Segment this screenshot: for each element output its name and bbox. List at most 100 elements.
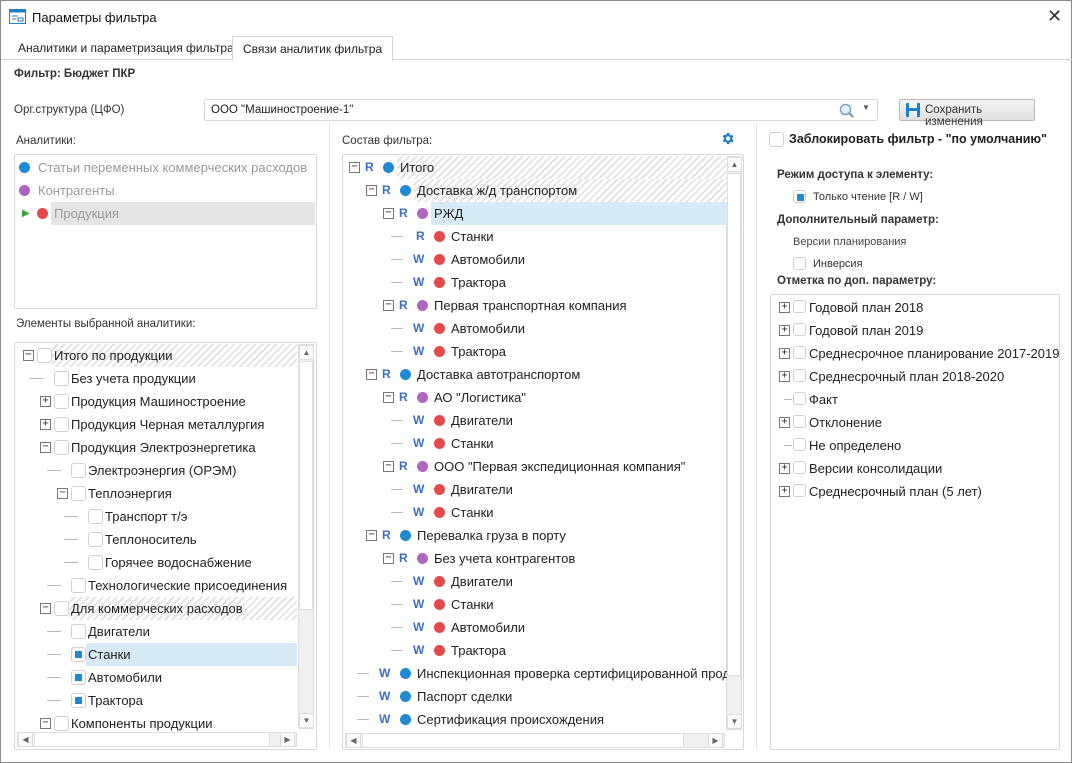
tree-row[interactable]: Горячее водоснабжение <box>15 551 297 574</box>
tree-row[interactable]: W Паспорт сделки <box>343 685 727 708</box>
tree-row[interactable]: W Трактора <box>343 639 727 662</box>
tab-analytics-parametrization[interactable]: Аналитики и параметризация фильтра <box>18 41 234 55</box>
collapse-icon[interactable]: − <box>349 162 360 173</box>
access-mode-r[interactable]: R <box>382 367 391 381</box>
scroll-down-button[interactable]: ▼ <box>727 714 742 729</box>
tab-analytics-links[interactable]: Связи аналитик фильтра <box>232 36 394 61</box>
gear-icon[interactable] <box>720 131 735 146</box>
tree-row[interactable]: Транспорт т/э <box>15 505 297 528</box>
scroll-right-button[interactable]: ▶ <box>280 732 295 747</box>
tree-row[interactable]: Электроэнергия (ОРЭМ) <box>15 459 297 482</box>
tree-row[interactable]: Без учета продукции <box>15 367 297 390</box>
checkbox[interactable] <box>54 394 69 409</box>
tree-row[interactable]: W Автомобили <box>343 317 727 340</box>
expand-icon[interactable]: + <box>779 417 790 428</box>
access-mode-w[interactable]: W <box>413 620 425 634</box>
access-mode-r[interactable]: R <box>365 160 374 174</box>
hscroll-thumb[interactable] <box>34 732 270 747</box>
access-mode-w[interactable]: W <box>413 321 425 335</box>
tree-row[interactable]: − R Доставка автотранспортом <box>343 363 727 386</box>
tree-row[interactable]: − R Итого <box>343 156 727 179</box>
checkbox[interactable] <box>54 440 69 455</box>
scroll-left-button[interactable]: ◀ <box>346 733 361 748</box>
hscroll-thumb[interactable] <box>362 733 684 748</box>
tree-row[interactable]: − R ООО "Первая экспедиционная компания" <box>343 455 727 478</box>
checkbox[interactable] <box>71 486 86 501</box>
checkbox[interactable] <box>71 670 86 685</box>
checkbox[interactable] <box>793 323 806 336</box>
analytics-item[interactable]: Контрагенты <box>15 179 316 202</box>
tree-row[interactable]: Технологические присоединения <box>15 574 297 597</box>
collapse-icon[interactable]: − <box>366 185 377 196</box>
tree-row[interactable]: W Двигатели <box>343 409 727 432</box>
save-changes-button[interactable]: Сохранить изменения <box>899 99 1035 128</box>
close-icon[interactable]: ✕ <box>1047 6 1063 26</box>
scroll-up-button[interactable]: ▲ <box>727 157 742 172</box>
expand-icon[interactable]: + <box>40 419 51 430</box>
tree-row[interactable]: − R АО "Логистика" <box>343 386 727 409</box>
expand-icon[interactable]: + <box>779 486 790 497</box>
collapse-icon[interactable]: − <box>23 350 34 361</box>
tree-row[interactable]: − Итого по продукции <box>15 344 297 367</box>
tree-row[interactable]: − R Доставка ж/д транспортом <box>343 179 727 202</box>
checkbox[interactable] <box>71 578 86 593</box>
scroll-left-button[interactable]: ◀ <box>18 732 33 747</box>
tree-row[interactable]: − R Без учета контрагентов <box>343 547 727 570</box>
collapse-icon[interactable]: − <box>383 553 394 564</box>
tree-row[interactable]: Факт <box>771 388 1059 411</box>
collapse-icon[interactable]: − <box>383 392 394 403</box>
tree-row[interactable]: − R РЖД <box>343 202 727 225</box>
tree-row[interactable]: R Станки <box>343 225 727 248</box>
collapse-icon[interactable]: − <box>40 603 51 614</box>
collapse-icon[interactable]: − <box>40 442 51 453</box>
tree-row[interactable]: + Среднесрочный план (5 лет) <box>771 480 1059 503</box>
org-structure-combo[interactable]: ООО "Машиностроение-1" ▼ <box>204 99 878 121</box>
checkbox[interactable] <box>71 693 86 708</box>
tree-row[interactable]: + Среднесрочный план 2018-2020 <box>771 365 1059 388</box>
checkbox[interactable] <box>793 346 806 359</box>
tree-row[interactable]: + Отклонение <box>771 411 1059 434</box>
checkbox[interactable] <box>54 417 69 432</box>
access-mode-w[interactable]: W <box>379 666 391 680</box>
access-mode-w[interactable]: W <box>379 712 391 726</box>
tree-row[interactable]: − R Перевалка груза в порту <box>343 524 727 547</box>
tree-row[interactable]: + Продукция Машиностроение <box>15 390 297 413</box>
access-mode-r[interactable]: R <box>399 551 408 565</box>
access-mode-w[interactable]: W <box>413 482 425 496</box>
collapse-icon[interactable]: − <box>366 530 377 541</box>
expand-icon[interactable]: + <box>779 371 790 382</box>
tree-row[interactable]: − Компоненты продукции <box>15 712 297 735</box>
access-mode-r[interactable]: R <box>382 528 391 542</box>
readonly-checkbox[interactable] <box>793 190 806 203</box>
scroll-thumb[interactable] <box>727 173 741 676</box>
tree-row[interactable]: − Теплоэнергия <box>15 482 297 505</box>
collapse-icon[interactable]: − <box>57 488 68 499</box>
access-mode-w[interactable]: W <box>413 574 425 588</box>
tree-row[interactable]: Станки <box>15 643 297 666</box>
collapse-icon[interactable]: − <box>366 369 377 380</box>
scroll-down-button[interactable]: ▼ <box>299 713 314 728</box>
access-mode-r[interactable]: R <box>399 298 408 312</box>
tree-row[interactable]: W Станки <box>343 501 727 524</box>
checkbox[interactable] <box>793 369 806 382</box>
tree-row[interactable]: W Трактора <box>343 271 727 294</box>
tree-row[interactable]: W Автомобили <box>343 616 727 639</box>
tree-row[interactable]: − Для коммерческих расходов <box>15 597 297 620</box>
tree-row[interactable]: Теплоноситель <box>15 528 297 551</box>
checkbox[interactable] <box>88 509 103 524</box>
access-mode-w[interactable]: W <box>413 436 425 450</box>
checkbox[interactable] <box>71 624 86 639</box>
tree-row[interactable]: Автомобили <box>15 666 297 689</box>
expand-icon[interactable]: + <box>779 348 790 359</box>
access-mode-w[interactable]: W <box>413 252 425 266</box>
checkbox[interactable] <box>54 601 69 616</box>
tree-row[interactable]: + Годовой план 2018 <box>771 296 1059 319</box>
lock-filter-checkbox[interactable] <box>769 132 784 147</box>
access-mode-w[interactable]: W <box>413 643 425 657</box>
tree-row[interactable]: W Станки <box>343 432 727 455</box>
tree-row[interactable]: W Трактора <box>343 340 727 363</box>
checkbox[interactable] <box>54 716 69 731</box>
collapse-icon[interactable]: − <box>383 208 394 219</box>
checkbox[interactable] <box>793 300 806 313</box>
access-mode-r[interactable]: R <box>416 229 425 243</box>
